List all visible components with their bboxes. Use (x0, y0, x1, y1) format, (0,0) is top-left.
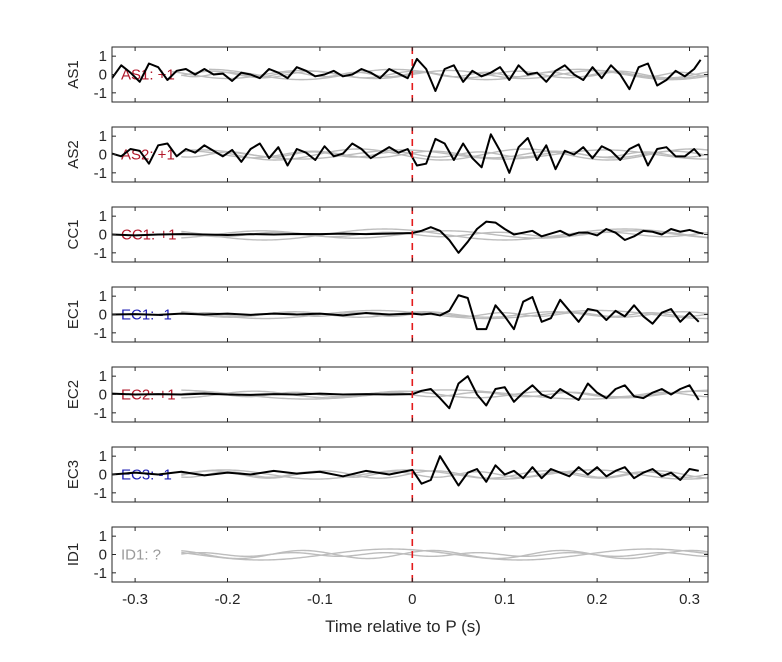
panel-content: AS1: +1 (112, 47, 708, 102)
panel-id1: ID1: ? 1 0-1 ID1 (65, 526, 709, 583)
x-tick-label: -0.1 (307, 591, 333, 608)
panel-ylabel: AS1 (65, 60, 82, 88)
panel-content: EC1: -1 (112, 287, 708, 342)
panel-content: EC2: +1 (112, 367, 708, 422)
panel-content: AS2: +1 (112, 127, 708, 182)
x-axis-label: Time relative to P (s) (325, 617, 481, 636)
y-tick-label: 1 (99, 208, 107, 225)
panel-ylabel: CC1 (65, 219, 82, 249)
y-tick-label: 1 (99, 448, 107, 465)
panel-as1: AS1: +1 1 0-1 AS1 (65, 46, 709, 103)
y-tick-label: 0 (99, 547, 107, 564)
panel-ylabel: EC1 (65, 300, 82, 329)
background-trace (227, 148, 708, 161)
x-tick-label: -0.3 (122, 591, 148, 608)
background-trace (181, 548, 708, 561)
waveform-trace (112, 294, 700, 331)
y-tick-label: 1 (99, 288, 107, 305)
waveform-trace (112, 375, 700, 410)
panel-ylabel: EC3 (65, 460, 82, 489)
panel-annotation: AS1: +1 (121, 67, 175, 84)
y-tick-label: 0 (99, 147, 107, 164)
background-trace (181, 549, 708, 560)
y-tick-label: 1 (99, 528, 107, 545)
panel-annotation: EC3: -1 (121, 467, 172, 484)
x-axis: -0.3 -0.2 -0.1 0 0.1 0.2 0.3 (122, 591, 700, 608)
background-trace (181, 470, 708, 479)
background-trace (181, 71, 708, 78)
panel-ylabel: EC2 (65, 380, 82, 409)
waveform-trace (112, 57, 702, 92)
panel-ylabel: AS2 (65, 140, 82, 168)
panel-annotation: ID1: ? (121, 547, 161, 564)
y-tick-label: -1 (94, 485, 107, 502)
y-tick-label: 0 (99, 307, 107, 324)
panel-ylabel: ID1 (65, 543, 82, 566)
panel-content: CC1: +1 (112, 207, 708, 262)
y-tick-label: 0 (99, 467, 107, 484)
y-tick-label: 1 (99, 368, 107, 385)
waveform-trace (112, 133, 702, 174)
panel-content: EC3: -1 (112, 447, 708, 502)
background-trace (181, 469, 708, 480)
x-tick-label: 0.3 (679, 591, 700, 608)
background-trace (181, 230, 708, 239)
panel-ec2: EC2: +1 1 0-1 EC2 (65, 366, 709, 423)
panel-ec1: EC1: -1 1 0-1 EC1 (65, 286, 709, 343)
y-tick-label: 0 (99, 67, 107, 84)
background-trace (190, 149, 708, 160)
x-tick-label: 0.1 (494, 591, 515, 608)
panel-cc1: CC1: +1 1 0-1 CC1 (65, 206, 709, 263)
x-tick-label: -0.2 (215, 591, 241, 608)
y-tick-label: 0 (99, 387, 107, 404)
background-trace (181, 309, 708, 320)
y-tick-label: -1 (94, 325, 107, 342)
y-tick-label: 0 (99, 227, 107, 244)
waveform-trace (112, 220, 704, 254)
y-tick-label: 1 (99, 48, 107, 65)
y-tick-label: -1 (94, 565, 107, 582)
background-trace (181, 390, 708, 399)
panel-as2: AS2: +1 1 0-1 AS2 (65, 126, 709, 183)
y-tick-label: -1 (94, 405, 107, 422)
panel-content: ID1: ? (121, 527, 708, 582)
background-trace (209, 68, 708, 81)
background-trace (181, 551, 708, 558)
y-tick-label: -1 (94, 245, 107, 262)
background-trace (181, 471, 708, 478)
y-tick-label: 1 (99, 128, 107, 145)
panel-ec3: EC3: -1 1 0-1 EC3 (65, 446, 709, 503)
waveform-trace (112, 455, 699, 487)
x-tick-label: 0.2 (587, 591, 608, 608)
y-tick-label: -1 (94, 165, 107, 182)
x-tick-label: 0 (408, 591, 416, 608)
y-tick-label: -1 (94, 85, 107, 102)
